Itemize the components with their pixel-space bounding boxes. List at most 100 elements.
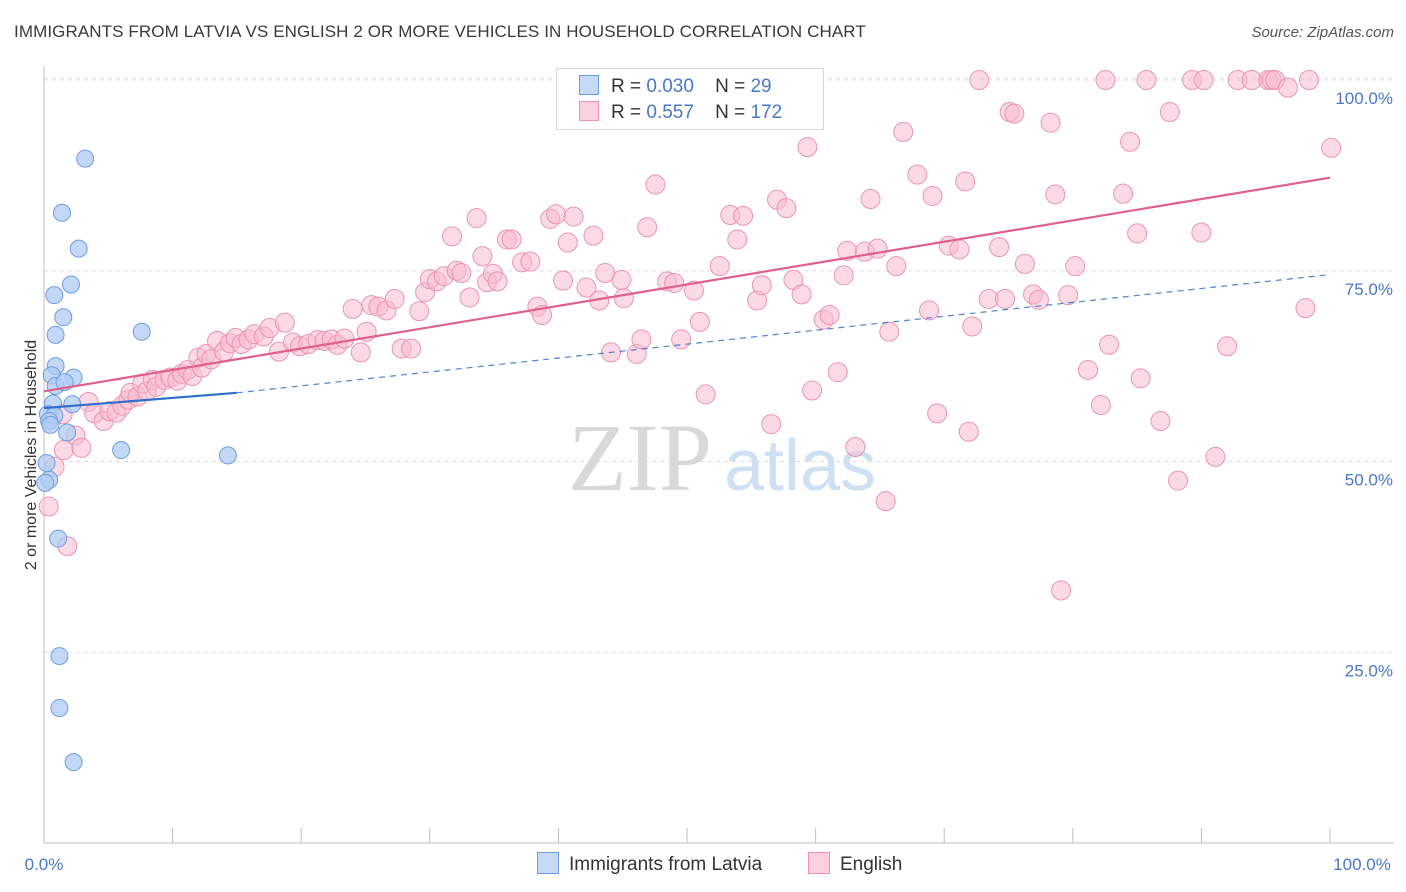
english-point (695, 384, 716, 405)
english-point (1298, 70, 1319, 90)
bottom-legend-latvia: Immigrants from Latvia (537, 852, 762, 876)
english-point (955, 171, 976, 192)
latvia-point (45, 286, 64, 305)
english-point (1127, 223, 1148, 244)
english-point (451, 263, 472, 284)
english-point (733, 205, 754, 226)
latvia-point (49, 529, 68, 548)
latvia-swatch (579, 75, 599, 95)
english-point (71, 437, 92, 458)
english-point (1058, 285, 1079, 306)
english-point (684, 280, 705, 301)
english-point (613, 288, 634, 309)
english-point (994, 288, 1015, 309)
latvia-point (50, 698, 69, 717)
english-legend-swatch (808, 852, 830, 874)
english-point (1321, 137, 1342, 158)
legend-n-value: 29 (750, 76, 772, 97)
english-point (1217, 336, 1238, 357)
english-point (797, 137, 818, 158)
english-point (776, 198, 797, 219)
english-point (409, 301, 430, 322)
english-point (709, 256, 730, 277)
english-point (867, 238, 888, 259)
english-point (791, 284, 812, 305)
latvia-point (46, 325, 65, 344)
english-point (1113, 183, 1134, 204)
latvia-point (218, 446, 237, 465)
y-tick-label: 25.0% (1345, 661, 1393, 680)
latvia-point (63, 395, 82, 414)
english-point (1004, 103, 1025, 124)
latvia-point (62, 275, 81, 294)
english-point (501, 229, 522, 250)
english-point (1090, 395, 1111, 416)
english-point (472, 246, 493, 267)
english-point (611, 269, 632, 290)
latvia-legend-swatch (537, 852, 559, 874)
english-point (827, 362, 848, 383)
english-point (893, 121, 914, 142)
legend-row-english: R = 0.557 N = 172 (579, 101, 782, 125)
english-point (761, 414, 782, 435)
english-point (274, 312, 295, 333)
english-point (1277, 77, 1298, 98)
english-point (958, 421, 979, 442)
english-swatch (579, 101, 599, 121)
y-tick-label: 75.0% (1345, 280, 1393, 299)
english-point (1205, 446, 1226, 467)
english-point (886, 256, 907, 277)
legend-n-label: N = (715, 76, 746, 97)
english-point (1168, 470, 1189, 491)
grid-layer (44, 77, 1394, 653)
english-point (875, 491, 896, 512)
english-point (1159, 102, 1180, 123)
english-point (459, 287, 480, 308)
english-point (1065, 256, 1086, 277)
legend-r-label: R = (611, 102, 642, 123)
english-point (689, 311, 710, 332)
legend-r-label: R = (611, 76, 642, 97)
english-point (1077, 359, 1098, 380)
english-trend-line (43, 176, 1331, 393)
english-point (38, 496, 59, 517)
english-point (819, 305, 840, 326)
latvia-point (64, 753, 83, 772)
bottom-legend-english: English (808, 852, 902, 876)
y-tick-label: 100.0% (1335, 89, 1393, 108)
english-point (466, 208, 487, 229)
english-point (520, 251, 541, 272)
legend-n-value: 172 (750, 102, 783, 123)
latvia-point (50, 647, 69, 666)
x-tick-label: 100.0% (1333, 855, 1391, 874)
english-point (1295, 298, 1316, 319)
english-point (342, 298, 363, 319)
english-point (1040, 112, 1061, 133)
english-point (879, 321, 900, 342)
legend-r-value: 0.030 (646, 76, 694, 97)
legend-n-label: N = (715, 102, 746, 123)
english-point (557, 232, 578, 253)
trend-layer (43, 176, 1331, 410)
english-point (1014, 253, 1035, 274)
latvia-point (54, 308, 73, 327)
english-point (350, 342, 371, 363)
english-point (553, 270, 574, 291)
english-point (334, 328, 355, 349)
latvia-point (69, 239, 88, 258)
latvia-point (76, 149, 95, 168)
english-point (563, 206, 584, 227)
english-point (1051, 580, 1072, 601)
y-axis-label: 2 or more Vehicles in Household (23, 340, 40, 570)
english-point (751, 275, 772, 296)
watermark-zip: ZIP (568, 404, 712, 511)
y-tick-label: 50.0% (1345, 471, 1393, 490)
english-point (962, 316, 983, 337)
english-point (1028, 289, 1049, 310)
english-point (969, 70, 990, 90)
latvia-point (58, 423, 77, 442)
english-point (907, 164, 928, 185)
axis-layer: 100.0% 75.0% 50.0% 25.0% 0.0% 100.0% (25, 66, 1394, 874)
latvia-point (132, 322, 151, 341)
